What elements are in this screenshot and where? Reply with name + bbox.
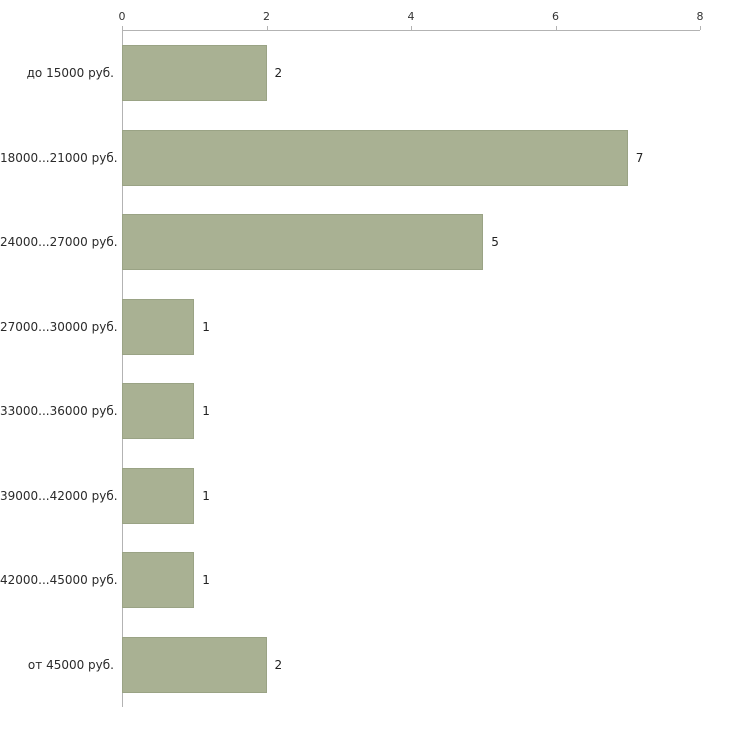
x-tick-label: 8: [696, 10, 704, 23]
y-axis-line: [122, 30, 123, 707]
plot-area: до 15000 руб. 2 18000...21000 руб. 7 24000..…: [0, 31, 730, 707]
x-tick-mark: [411, 26, 412, 30]
bar-row: 42000...45000 руб. 1: [0, 538, 730, 623]
bar-row: 27000...30000 руб. 1: [0, 285, 730, 370]
x-tick-label: 4: [407, 10, 415, 23]
bar: [122, 129, 628, 186]
bar-track: 1: [122, 383, 730, 440]
bar-track: 2: [122, 45, 730, 102]
x-axis: 0 2 4 6 8: [0, 0, 730, 30]
x-axis-line: [122, 30, 700, 31]
x-tick-mark: [266, 26, 268, 30]
x-tick-mark: [122, 26, 123, 30]
bar-value-label: 1: [202, 573, 210, 588]
category-label: 24000...27000 руб.: [0, 235, 118, 250]
bar: [122, 298, 195, 355]
bar: [122, 383, 195, 440]
bar-value-label: 1: [202, 488, 210, 503]
x-tick-label: 2: [263, 10, 270, 23]
category-label: до 15000 руб.: [26, 66, 114, 81]
bar-row: 24000...27000 руб. 5: [0, 200, 730, 285]
category-label: 39000...42000 руб.: [0, 488, 118, 503]
bar-row: 39000...42000 руб. 1: [0, 454, 730, 539]
bar-value-label: 2: [274, 657, 283, 672]
bar-value-label: 1: [202, 319, 210, 334]
bar-track: 5: [122, 214, 730, 271]
x-tick-mark: [555, 26, 557, 30]
bar-value-label: 5: [491, 235, 499, 250]
bar-row: до 15000 руб. 2: [0, 31, 730, 116]
bar-track: 1: [122, 298, 730, 355]
bar-track: 1: [122, 467, 730, 524]
bar: [122, 552, 195, 609]
bar-value-label: 2: [274, 66, 283, 81]
x-tick-label: 6: [552, 10, 559, 23]
category-label: от 45000 руб.: [27, 657, 114, 672]
bar-track: 1: [122, 552, 730, 609]
bar-row: 18000...21000 руб. 7: [0, 116, 730, 201]
category-label: 27000...30000 руб.: [0, 319, 118, 334]
bar: [122, 636, 267, 693]
bar-row: от 45000 руб. 2: [0, 623, 730, 708]
bar-value-label: 7: [635, 150, 644, 165]
x-tick-mark: [700, 26, 701, 30]
bar: [122, 467, 195, 524]
bar-row: 33000...36000 руб. 1: [0, 369, 730, 454]
bar-value-label: 1: [202, 404, 210, 419]
category-label: 33000...36000 руб.: [0, 404, 118, 419]
category-label: 18000...21000 руб.: [0, 150, 118, 165]
bar: [122, 45, 267, 102]
bar: [122, 214, 484, 271]
bar-track: 7: [122, 129, 730, 186]
category-label: 42000...45000 руб.: [0, 573, 118, 588]
x-tick-label: 0: [118, 10, 126, 23]
bar-track: 2: [122, 636, 730, 693]
